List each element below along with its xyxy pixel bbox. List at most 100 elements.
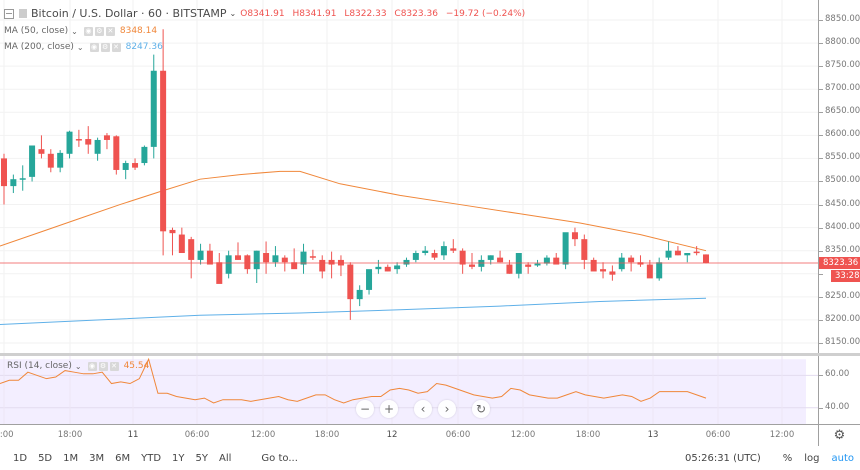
candle[interactable] [319,255,326,279]
candle[interactable] [197,243,204,265]
candle[interactable] [571,227,578,247]
candle[interactable] [263,241,270,274]
range-1m-button[interactable]: 1M [63,453,79,464]
range-5d-button[interactable]: 5D [38,453,53,464]
candle[interactable] [253,250,260,283]
candle[interactable] [515,253,522,279]
eye-icon[interactable]: ◉ [89,42,99,52]
chevron-down-icon[interactable]: ⌄ [71,26,78,36]
reset-chart-button[interactable]: ↻ [472,400,490,418]
settings-icon[interactable]: ⚙ [100,42,110,52]
price-axis[interactable]: 8850.00 8800.00 8750.00 8700.00 8650.00 8600.… [818,0,860,353]
candle[interactable] [637,255,644,267]
rsi-label[interactable]: RSI (14, close) [7,361,72,371]
candle[interactable] [553,253,560,265]
candle[interactable] [141,145,148,166]
candle[interactable] [459,248,466,274]
candle[interactable] [94,137,101,161]
candle[interactable] [674,246,681,256]
zoom-out-button[interactable]: − [356,400,374,418]
log-scale-toggle[interactable]: log [804,453,820,464]
candle[interactable] [206,243,213,265]
settings-icon[interactable]: ⚙ [94,26,104,36]
eye-icon[interactable]: ◉ [83,26,93,36]
candle[interactable] [590,257,597,272]
range-6m-button[interactable]: 6M [115,453,131,464]
exchange-label[interactable]: BITSTAMP [172,7,227,20]
scroll-right-button[interactable]: › [438,400,456,418]
candle[interactable] [375,259,382,274]
candle[interactable] [291,248,298,270]
candle[interactable] [300,243,307,274]
candle[interactable] [422,246,429,256]
candle[interactable] [29,145,36,182]
close-icon[interactable]: ✕ [109,361,119,371]
auto-scale-toggle[interactable]: auto [831,453,854,464]
candle[interactable] [10,174,17,194]
candle[interactable] [403,257,410,267]
candle[interactable] [450,239,457,254]
scroll-left-button[interactable]: ‹ [414,400,432,418]
utc-clock[interactable]: 05:26:31 (UTC) [685,453,761,464]
candle[interactable] [244,254,251,274]
candle[interactable] [600,262,607,279]
symbol-name[interactable]: Bitcoin / U.S. Dollar [31,7,138,20]
percent-scale-toggle[interactable]: % [782,453,793,464]
rsi-axis[interactable]: 60.00 40.00 [818,356,860,424]
time-axis[interactable]: 2:00 18:00 11 06:00 12:00 18:00 12 06:00 12:00 18… [0,424,818,446]
candle[interactable] [693,246,700,256]
candle[interactable] [665,241,672,260]
candle[interactable] [412,250,419,263]
chevron-down-icon[interactable]: ⌄ [74,361,82,371]
rsi-chart-canvas[interactable] [0,356,818,424]
candle[interactable] [469,253,475,270]
candle[interactable] [478,255,485,272]
rsi-pane[interactable] [0,356,818,424]
candle[interactable] [122,160,129,180]
candle[interactable] [366,269,373,295]
candle[interactable] [19,165,26,191]
collapse-legend-icon[interactable] [4,8,14,19]
candle[interactable] [57,150,64,173]
candlestick-chart-canvas[interactable] [0,0,818,353]
eye-icon[interactable]: ◉ [87,361,97,371]
zoom-in-button[interactable]: + [380,400,398,418]
candle[interactable] [66,130,73,159]
candle[interactable] [1,153,7,205]
candle[interactable] [703,254,709,264]
candle[interactable] [581,234,588,270]
candle[interactable] [85,126,92,154]
candle[interactable] [160,29,167,256]
candle[interactable] [235,242,241,260]
price-chart[interactable] [0,0,818,353]
candle[interactable] [618,253,625,272]
candle[interactable] [497,250,504,263]
candle[interactable] [525,262,532,274]
pane-separator[interactable] [0,353,860,356]
candle[interactable] [309,249,316,260]
candle[interactable] [328,251,335,279]
candle[interactable] [684,253,691,263]
candle[interactable] [75,129,82,147]
candle[interactable] [384,264,391,272]
candle[interactable] [113,135,120,175]
candle[interactable] [656,257,663,281]
candle[interactable] [132,158,139,170]
range-all-button[interactable]: All [219,453,232,464]
candle[interactable] [169,227,176,256]
candle[interactable] [188,236,195,279]
chevron-down-icon[interactable]: ⌄ [229,9,237,18]
chevron-down-icon[interactable]: ⌄ [76,42,84,52]
close-icon[interactable]: ✕ [111,42,121,52]
ma50-label[interactable]: MA (50, close) [4,26,69,36]
range-ytd-button[interactable]: YTD [141,453,162,464]
candle[interactable] [347,262,354,320]
candle[interactable] [272,246,279,267]
ma200-label[interactable]: MA (200, close) [4,42,74,52]
candle[interactable] [281,255,288,272]
candle[interactable] [628,255,635,272]
candle[interactable] [337,255,344,277]
goto-button[interactable]: Go to... [261,453,298,464]
candle[interactable] [562,232,569,270]
candle[interactable] [216,253,223,284]
